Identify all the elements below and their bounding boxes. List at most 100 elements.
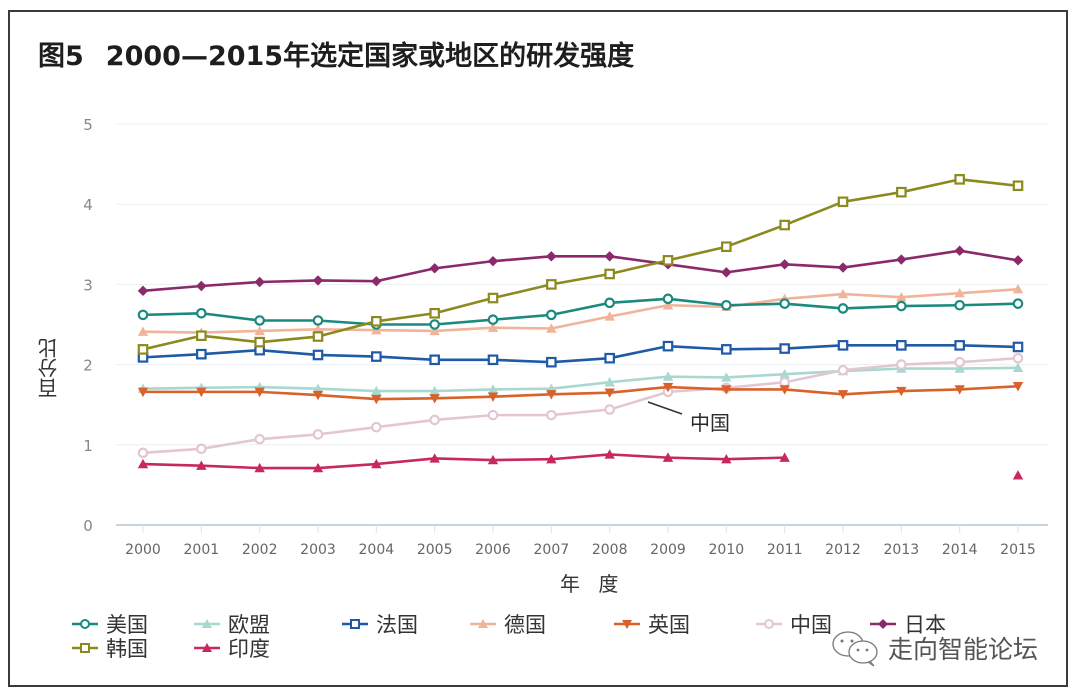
series-6-point bbox=[546, 251, 557, 262]
series-3-point bbox=[429, 325, 440, 336]
series-5-point bbox=[312, 429, 324, 440]
series-2-point bbox=[721, 344, 732, 355]
series-7-point bbox=[954, 174, 965, 185]
series-6-point bbox=[896, 254, 907, 265]
y-tick-label: 3 bbox=[83, 276, 93, 294]
x-tick-label: 2013 bbox=[884, 542, 920, 558]
series-1-point bbox=[954, 363, 965, 373]
china-annotation-leader bbox=[647, 401, 683, 415]
series-2-point bbox=[429, 354, 440, 366]
series-0-point bbox=[896, 300, 907, 312]
series-2-point bbox=[312, 349, 324, 361]
legend-marker-icon bbox=[756, 619, 782, 629]
series-6-point bbox=[779, 259, 790, 270]
series-4-point bbox=[429, 394, 440, 404]
legend-item: 英国 bbox=[612, 612, 690, 637]
legend-item: 欧盟 bbox=[192, 612, 270, 637]
series-4-point bbox=[196, 387, 207, 398]
x-tick-label: 2001 bbox=[184, 542, 220, 558]
y-tick-label: 5 bbox=[83, 116, 93, 134]
series-7-point bbox=[429, 307, 440, 319]
figure-frame bbox=[8, 10, 1068, 687]
series-4-point bbox=[837, 390, 849, 400]
series-1-point bbox=[779, 369, 790, 379]
series-4-point bbox=[312, 390, 324, 401]
series-4-point bbox=[371, 394, 382, 405]
figure-number: 图5 bbox=[38, 41, 84, 72]
x-tick-label: 2003 bbox=[300, 542, 336, 558]
series-2-line bbox=[142, 344, 1019, 364]
x-tick-label: 2002 bbox=[242, 542, 278, 558]
series-2-point bbox=[487, 354, 499, 366]
series-7-point bbox=[604, 268, 615, 280]
series-5-point bbox=[371, 421, 382, 433]
series-1-point bbox=[371, 385, 382, 396]
series-0-point bbox=[779, 298, 790, 309]
series-7-point bbox=[546, 279, 557, 290]
y-axis-label: 百分比 bbox=[37, 338, 61, 398]
series-4-point bbox=[954, 385, 965, 395]
series-6-point bbox=[954, 245, 965, 256]
legend-marker-icon bbox=[72, 619, 98, 629]
series-0-point bbox=[954, 299, 965, 311]
series-2-point bbox=[662, 340, 674, 352]
legend-marker-icon bbox=[614, 620, 640, 629]
series-1-point bbox=[487, 384, 499, 394]
series-6-point bbox=[1012, 255, 1024, 266]
series-2-point bbox=[1012, 341, 1024, 353]
legend-item: 日本 bbox=[868, 612, 946, 637]
series-7-point bbox=[312, 331, 324, 342]
series-8-point bbox=[487, 454, 499, 465]
legend-item: 法国 bbox=[340, 612, 418, 637]
series-3-point bbox=[487, 322, 499, 332]
series-8-point bbox=[196, 460, 207, 470]
series-5-point bbox=[429, 414, 440, 426]
legend-marker-icon bbox=[72, 643, 98, 653]
series-8-point bbox=[721, 454, 732, 464]
series-6-point bbox=[254, 276, 265, 288]
legend-item: 印度 bbox=[192, 636, 270, 661]
series-0-point bbox=[546, 309, 557, 321]
legend-item: 德国 bbox=[468, 612, 546, 637]
series-5-point bbox=[837, 364, 849, 376]
series-2-point bbox=[837, 340, 849, 351]
series-7-line bbox=[142, 178, 1019, 351]
series-6-point bbox=[429, 263, 440, 274]
series-6-point bbox=[604, 251, 615, 262]
y-tick-label: 1 bbox=[83, 437, 93, 455]
x-tick-label: 2010 bbox=[709, 542, 745, 558]
legend-label: 印度 bbox=[228, 637, 270, 661]
series-4-point bbox=[1012, 382, 1024, 392]
series-5-point bbox=[137, 447, 149, 459]
legend-marker-icon bbox=[194, 643, 220, 652]
series-0-point bbox=[254, 315, 265, 326]
series-5-point bbox=[254, 433, 265, 445]
series-8-point bbox=[779, 452, 790, 462]
series-0-line bbox=[142, 297, 1019, 326]
series-7-point bbox=[779, 219, 790, 231]
series-2-point bbox=[954, 340, 965, 351]
series-8-point bbox=[137, 458, 149, 469]
series-7-point bbox=[837, 196, 849, 208]
series-5-point bbox=[546, 409, 557, 421]
series-6-line bbox=[142, 249, 1019, 293]
legend-item: 美国 bbox=[70, 612, 148, 637]
series-3-point bbox=[1012, 284, 1024, 294]
series-0-point bbox=[662, 293, 674, 305]
legend-label: 德国 bbox=[504, 613, 546, 637]
series-1-point bbox=[1012, 362, 1024, 373]
series-0-point bbox=[837, 303, 849, 314]
series-8-point bbox=[429, 453, 440, 463]
series-6-point bbox=[312, 275, 324, 286]
series-5-point bbox=[896, 359, 907, 370]
series-3-point bbox=[137, 326, 149, 336]
series-7-point bbox=[196, 330, 207, 342]
legend-label: 法国 bbox=[376, 613, 418, 637]
legend-marker-icon bbox=[870, 619, 896, 629]
x-tick-label: 2005 bbox=[417, 542, 453, 558]
y-tick-label: 0 bbox=[83, 517, 93, 535]
x-tick-label: 2012 bbox=[825, 542, 861, 558]
series-5-point bbox=[1012, 352, 1024, 364]
series-1-point bbox=[662, 371, 674, 381]
